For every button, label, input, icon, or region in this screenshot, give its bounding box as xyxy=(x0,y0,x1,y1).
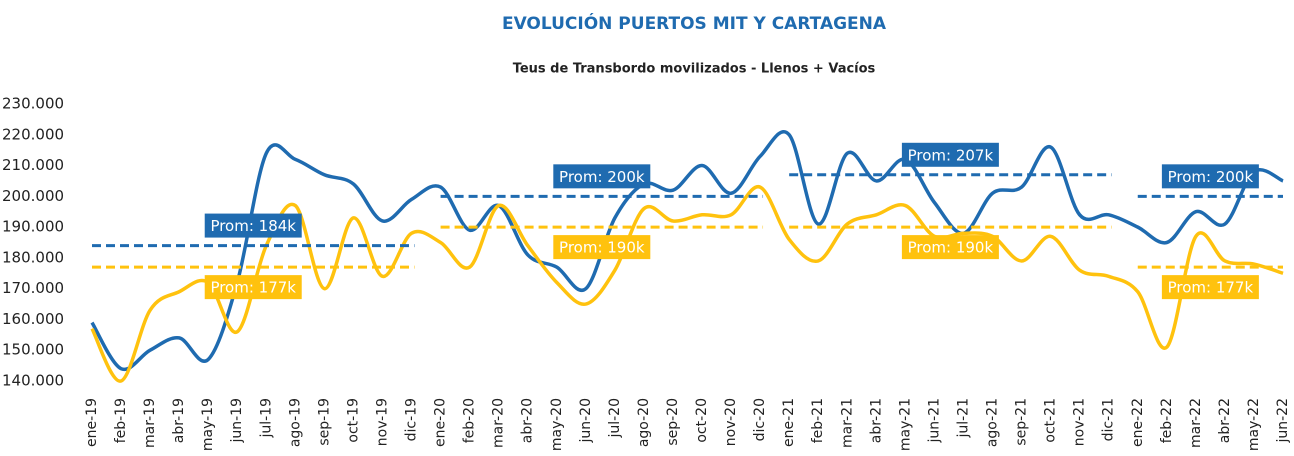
x-tick-label: ene-22 xyxy=(1130,398,1146,447)
series-line xyxy=(90,130,1284,372)
x-tick-label: sep-21 xyxy=(1014,398,1030,446)
x-tick-label: dic-20 xyxy=(752,398,768,441)
x-tick-label: dic-19 xyxy=(404,398,420,441)
x-tick-label: may-21 xyxy=(897,398,913,451)
x-tick-label: abr-21 xyxy=(868,398,884,443)
x-tick-label: jul-21 xyxy=(955,398,971,439)
x-tick-label: ago-20 xyxy=(636,398,652,447)
x-tick-label: mar-19 xyxy=(142,398,158,448)
y-tick-label: 230.000 xyxy=(2,95,64,113)
x-tick-label: jul-19 xyxy=(258,398,274,439)
x-tick-label: ene-21 xyxy=(781,398,797,447)
average-label: Prom: 190k xyxy=(559,239,645,257)
x-tick-label: oct-21 xyxy=(1043,398,1059,443)
x-tick-label: feb-22 xyxy=(1159,398,1175,443)
x-tick-label: abr-22 xyxy=(1217,398,1233,443)
x-tick-label: jun-19 xyxy=(229,398,245,444)
x-tick-label: ene-19 xyxy=(84,398,100,447)
average-label-box xyxy=(553,235,651,260)
y-tick-label: 220.000 xyxy=(2,125,64,143)
y-tick-label: 190.000 xyxy=(2,218,64,236)
average-label-box xyxy=(204,275,302,300)
chart-subtitle: Teus de Transbordo movilizados - Llenos … xyxy=(513,62,876,77)
x-tick-label: jun-21 xyxy=(926,398,942,444)
average-label: Prom: 190k xyxy=(908,239,994,257)
y-tick-label: 200.000 xyxy=(2,187,64,205)
x-tick-label: may-19 xyxy=(200,398,216,451)
y-tick-label: 170.000 xyxy=(2,279,64,297)
x-tick-label: mar-21 xyxy=(839,398,855,448)
series-line xyxy=(90,185,1284,383)
x-tick-label: sep-19 xyxy=(316,398,332,446)
x-tick-label: jun-22 xyxy=(1275,398,1291,444)
y-tick-label: 140.000 xyxy=(2,372,64,390)
x-tick-label: mar-22 xyxy=(1188,398,1204,448)
x-tick-label: ago-19 xyxy=(287,398,303,447)
x-tick-label: abr-20 xyxy=(520,398,536,443)
x-tick-label: ago-21 xyxy=(985,398,1001,447)
average-label-box xyxy=(1161,164,1259,189)
y-tick-label: 210.000 xyxy=(2,156,64,174)
average-label-box xyxy=(553,164,651,189)
average-label-box xyxy=(901,142,999,167)
y-tick-label: 150.000 xyxy=(2,341,64,359)
x-tick-label: feb-19 xyxy=(113,398,129,443)
x-tick-label: nov-20 xyxy=(723,398,739,446)
average-label: Prom: 177k xyxy=(210,279,296,297)
y-tick-label: 180.000 xyxy=(2,248,64,266)
average-label-box xyxy=(204,213,302,238)
x-tick-label: may-20 xyxy=(549,398,565,451)
x-tick-label: nov-19 xyxy=(374,398,390,446)
y-tick-label: 160.000 xyxy=(2,310,64,328)
x-tick-label: mar-20 xyxy=(491,398,507,448)
average-label: Prom: 207k xyxy=(908,146,994,164)
x-tick-label: abr-19 xyxy=(171,398,187,443)
x-tick-label: oct-19 xyxy=(345,398,361,443)
average-label: Prom: 200k xyxy=(559,168,645,186)
x-tick-label: oct-20 xyxy=(694,398,710,443)
x-tick-label: ene-20 xyxy=(433,398,449,447)
x-tick-label: feb-21 xyxy=(810,398,826,443)
average-label: Prom: 200k xyxy=(1168,168,1254,186)
x-tick-label: sep-20 xyxy=(665,398,681,446)
x-tick-label: nov-21 xyxy=(1072,398,1088,446)
x-tick-label: may-22 xyxy=(1246,398,1262,451)
average-label-box xyxy=(901,235,999,260)
x-tick-label: dic-21 xyxy=(1101,398,1117,441)
average-label: Prom: 177k xyxy=(1168,279,1254,297)
x-tick-label: feb-20 xyxy=(462,398,478,443)
average-label: Prom: 184k xyxy=(210,217,296,235)
chart-title: EVOLUCIÓN PUERTOS MIT Y CARTAGENA xyxy=(502,12,887,34)
x-tick-label: jul-20 xyxy=(607,398,623,439)
x-tick-label: jun-20 xyxy=(578,398,594,444)
average-label-box xyxy=(1161,275,1259,300)
